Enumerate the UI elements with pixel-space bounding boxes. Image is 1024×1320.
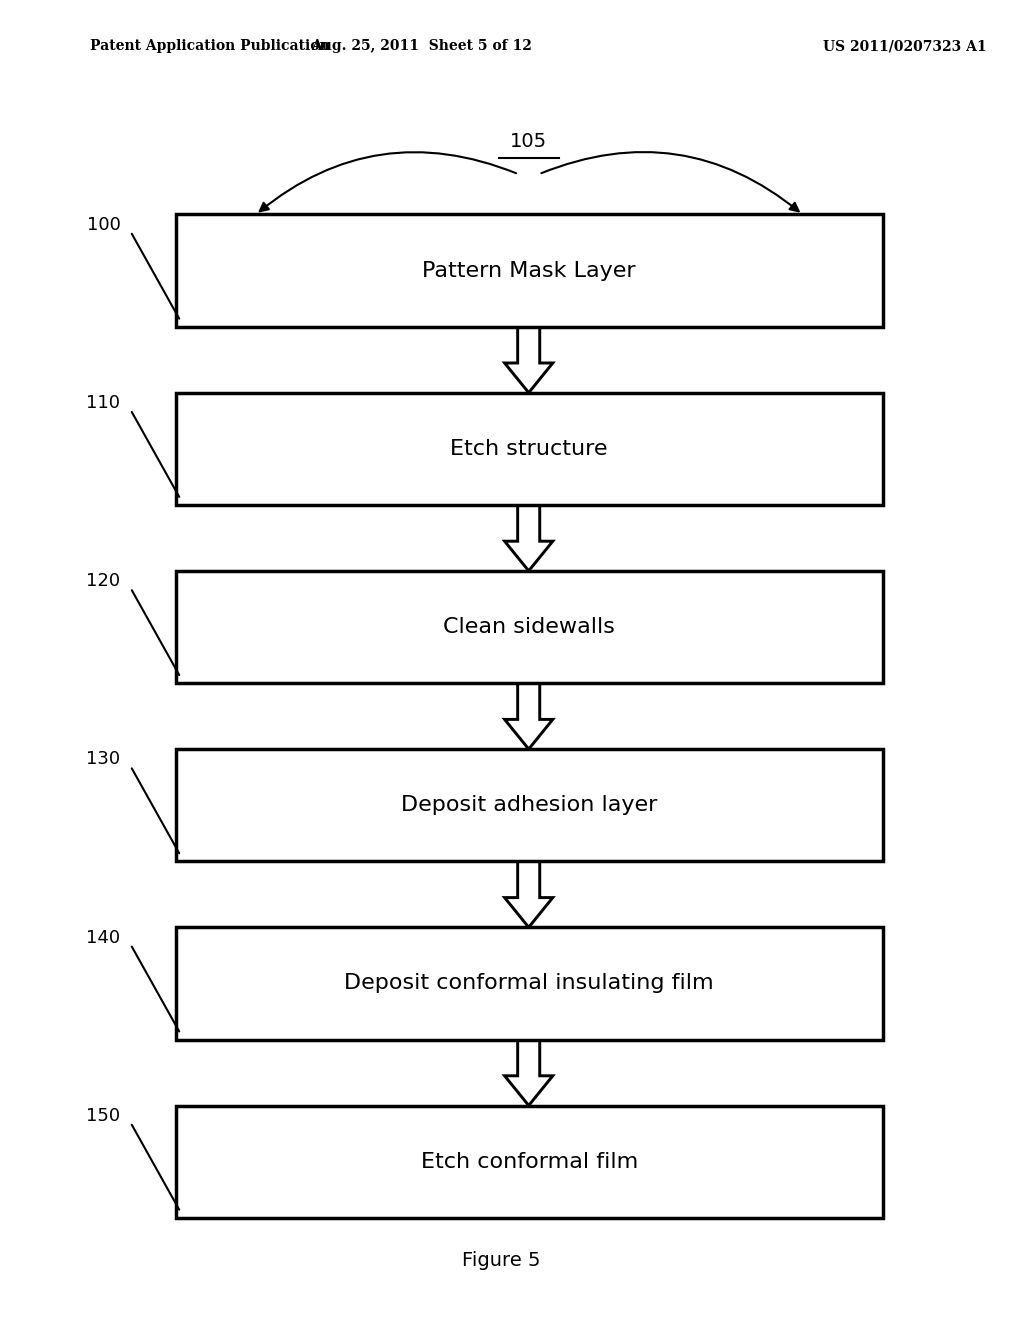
Polygon shape [505, 682, 553, 750]
Text: Figure 5: Figure 5 [463, 1251, 541, 1270]
Polygon shape [505, 1040, 553, 1106]
Text: Patent Application Publication: Patent Application Publication [90, 40, 330, 53]
Bar [175, 1106, 883, 1217]
Polygon shape [505, 326, 553, 393]
Bar [175, 570, 883, 682]
FancyArrowPatch shape [542, 152, 799, 211]
Polygon shape [505, 861, 553, 927]
Bar [175, 927, 883, 1040]
Text: 120: 120 [86, 572, 121, 590]
Bar [175, 393, 883, 504]
Text: 140: 140 [86, 928, 121, 946]
Polygon shape [505, 504, 553, 570]
Text: 130: 130 [86, 750, 121, 768]
Text: Etch structure: Etch structure [451, 438, 608, 459]
Text: Clean sidewalls: Clean sidewalls [443, 616, 615, 638]
FancyArrowPatch shape [260, 152, 516, 211]
Text: Etch conformal film: Etch conformal film [421, 1151, 638, 1172]
Text: Aug. 25, 2011  Sheet 5 of 12: Aug. 25, 2011 Sheet 5 of 12 [311, 40, 531, 53]
Text: Pattern Mask Layer: Pattern Mask Layer [422, 260, 636, 281]
Text: Deposit conformal insulating film: Deposit conformal insulating film [344, 973, 714, 994]
Text: 100: 100 [86, 215, 121, 234]
Text: 110: 110 [86, 393, 121, 412]
Text: US 2011/0207323 A1: US 2011/0207323 A1 [822, 40, 986, 53]
Bar [175, 214, 883, 326]
Text: 150: 150 [86, 1106, 121, 1125]
Bar [175, 748, 883, 861]
Text: Deposit adhesion layer: Deposit adhesion layer [401, 795, 657, 816]
Text: 105: 105 [510, 132, 547, 150]
